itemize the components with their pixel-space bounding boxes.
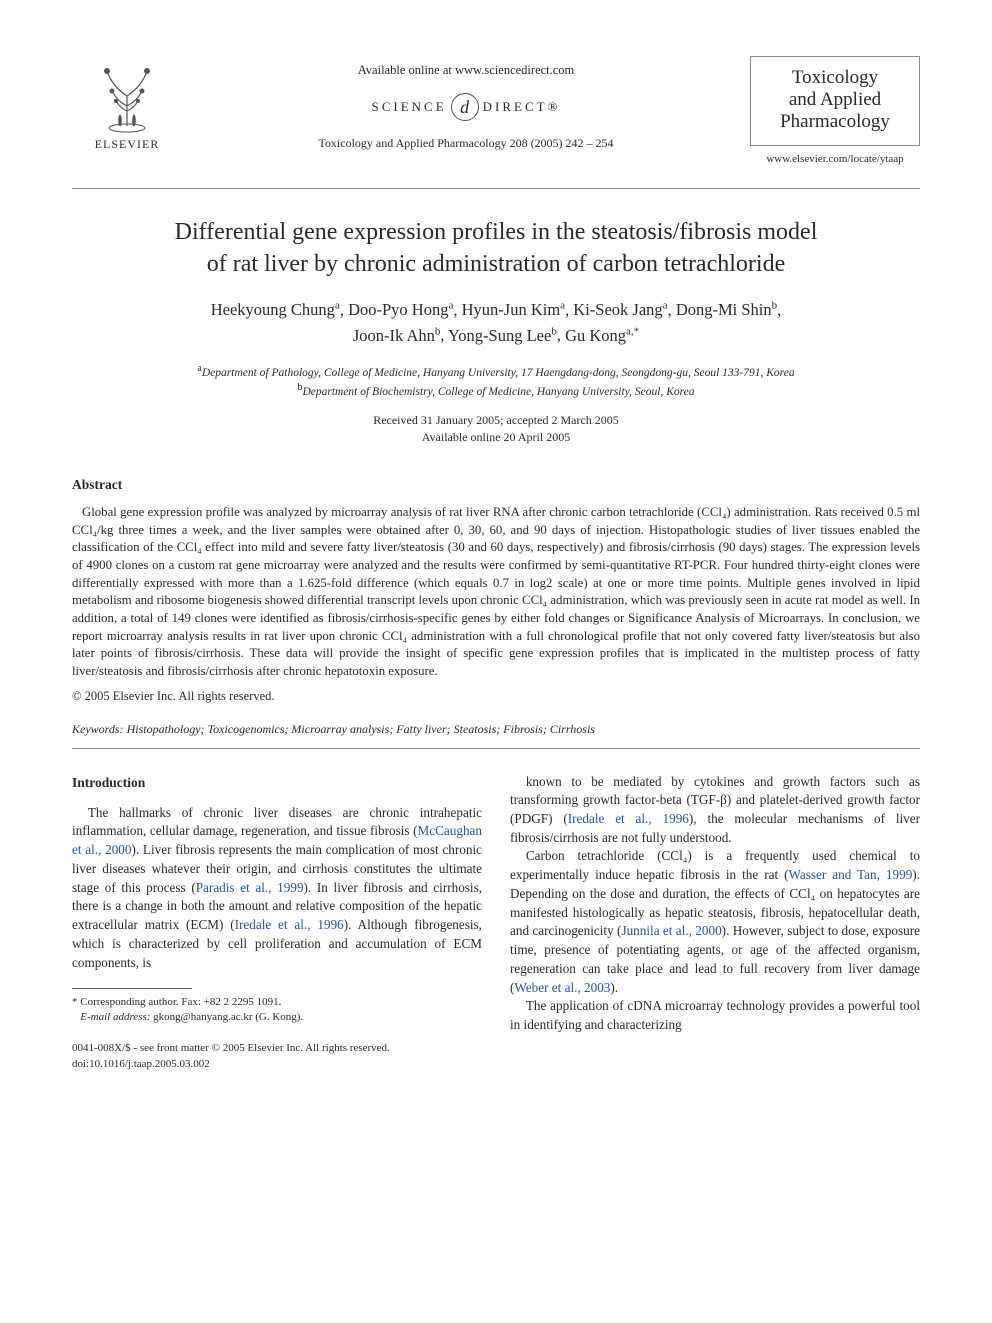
abstract-heading: Abstract: [72, 476, 920, 494]
intro-paragraph-4: The application of cDNA microarray techn…: [510, 997, 920, 1034]
journal-line-3: Pharmacology: [759, 111, 911, 133]
elsevier-tree-logo: [92, 56, 162, 134]
citation-link[interactable]: Iredale et al., 1996: [235, 917, 344, 932]
citation-link[interactable]: Weber et al., 2003: [514, 980, 610, 995]
corresponding-email: gkong@hanyang.ac.kr (G. Kong).: [153, 1011, 303, 1023]
abstract-body: Global gene expression profile was analy…: [72, 504, 920, 681]
corresponding-author-note: * Corresponding author. Fax: +82 2 2295 …: [72, 995, 482, 1010]
issn-copyright: 0041-008X/$ - see front matter © 2005 El…: [72, 1041, 482, 1057]
footnotes-block: * Corresponding author. Fax: +82 2 2295 …: [72, 995, 482, 1025]
publisher-block: ELSEVIER: [72, 56, 182, 152]
author: Gu Konga,*: [565, 326, 639, 345]
author: Heekyoung Chunga: [211, 300, 340, 319]
authors-block: Heekyoung Chunga, Doo-Pyo Honga, Hyun-Ju…: [72, 298, 920, 349]
intro-paragraph-1: The hallmarks of chronic liver diseases …: [72, 804, 482, 973]
keywords-line: Keywords: Histopathology; Toxicogenomics…: [72, 721, 920, 737]
journal-line-2: and Applied: [759, 89, 911, 111]
affiliations-block: aDepartment of Pathology, College of Med…: [72, 362, 920, 400]
author: Hyun-Jun Kima: [462, 300, 565, 319]
citation-link[interactable]: Wasser and Tan, 1999: [789, 867, 913, 882]
affiliation-b: Department of Biochemistry, College of M…: [302, 386, 694, 398]
sciencedirect-logo: SCIENCE d DIRECT®: [182, 93, 750, 121]
available-online-line: Available online at www.sciencedirect.co…: [182, 62, 750, 79]
doi-line: doi:10.1016/j.taap.2005.03.002: [72, 1057, 482, 1073]
intro-paragraph-2: known to be mediated by cytokines and gr…: [510, 773, 920, 848]
received-accepted-line: Received 31 January 2005; accepted 2 Mar…: [72, 412, 920, 429]
keywords-text: Histopathology; Toxicogenomics; Microarr…: [127, 722, 595, 736]
journal-url: www.elsevier.com/locate/ytaap: [750, 152, 920, 167]
sd-text-right: DIRECT®: [483, 98, 561, 116]
body-columns: Introduction The hallmarks of chronic li…: [72, 773, 920, 1073]
journal-line-1: Toxicology: [759, 67, 911, 89]
journal-title-box: Toxicology and Applied Pharmacology: [750, 56, 920, 146]
available-online-date: Available online 20 April 2005: [72, 429, 920, 446]
article-title: Differential gene expression profiles in…: [72, 217, 920, 279]
abstract-rule: [72, 748, 920, 749]
citation-link[interactable]: Junnila et al., 2000: [621, 923, 721, 938]
author: Yong-Sung Leeb: [448, 326, 557, 345]
sd-swoosh-icon: d: [451, 93, 479, 121]
author: Doo-Pyo Honga: [348, 300, 453, 319]
introduction-heading: Introduction: [72, 773, 482, 792]
abstract-copyright: © 2005 Elsevier Inc. All rights reserved…: [72, 688, 920, 705]
front-matter-line: 0041-008X/$ - see front matter © 2005 El…: [72, 1041, 482, 1072]
intro-paragraph-3: Carbon tetrachloride (CCl₄) is a frequen…: [510, 847, 920, 997]
author: Joon-Ik Ahnb: [353, 326, 441, 345]
affiliation-a: Department of Pathology, College of Medi…: [202, 367, 795, 379]
journal-block: Toxicology and Applied Pharmacology www.…: [750, 56, 920, 166]
header-rule: [72, 188, 920, 189]
citation-line: Toxicology and Applied Pharmacology 208 …: [182, 135, 750, 151]
page-header: ELSEVIER Available online at www.science…: [72, 56, 920, 166]
citation-link[interactable]: Iredale et al., 1996: [568, 811, 689, 826]
publisher-label: ELSEVIER: [95, 136, 160, 152]
sd-text-left: SCIENCE: [372, 98, 447, 116]
article-dates: Received 31 January 2005; accepted 2 Mar…: [72, 412, 920, 446]
author: Ki-Seok Janga: [573, 300, 667, 319]
title-line-1: Differential gene expression profiles in…: [175, 219, 818, 245]
header-center: Available online at www.sciencedirect.co…: [182, 56, 750, 151]
keywords-label: Keywords:: [72, 722, 124, 736]
email-line: E-mail address: gkong@hanyang.ac.kr (G. …: [72, 1010, 482, 1025]
author: Dong-Mi Shinb: [676, 300, 777, 319]
title-line-2: of rat liver by chronic administration o…: [207, 251, 785, 277]
footnote-rule: [72, 988, 192, 989]
citation-link[interactable]: Paradis et al., 1999: [196, 880, 304, 895]
